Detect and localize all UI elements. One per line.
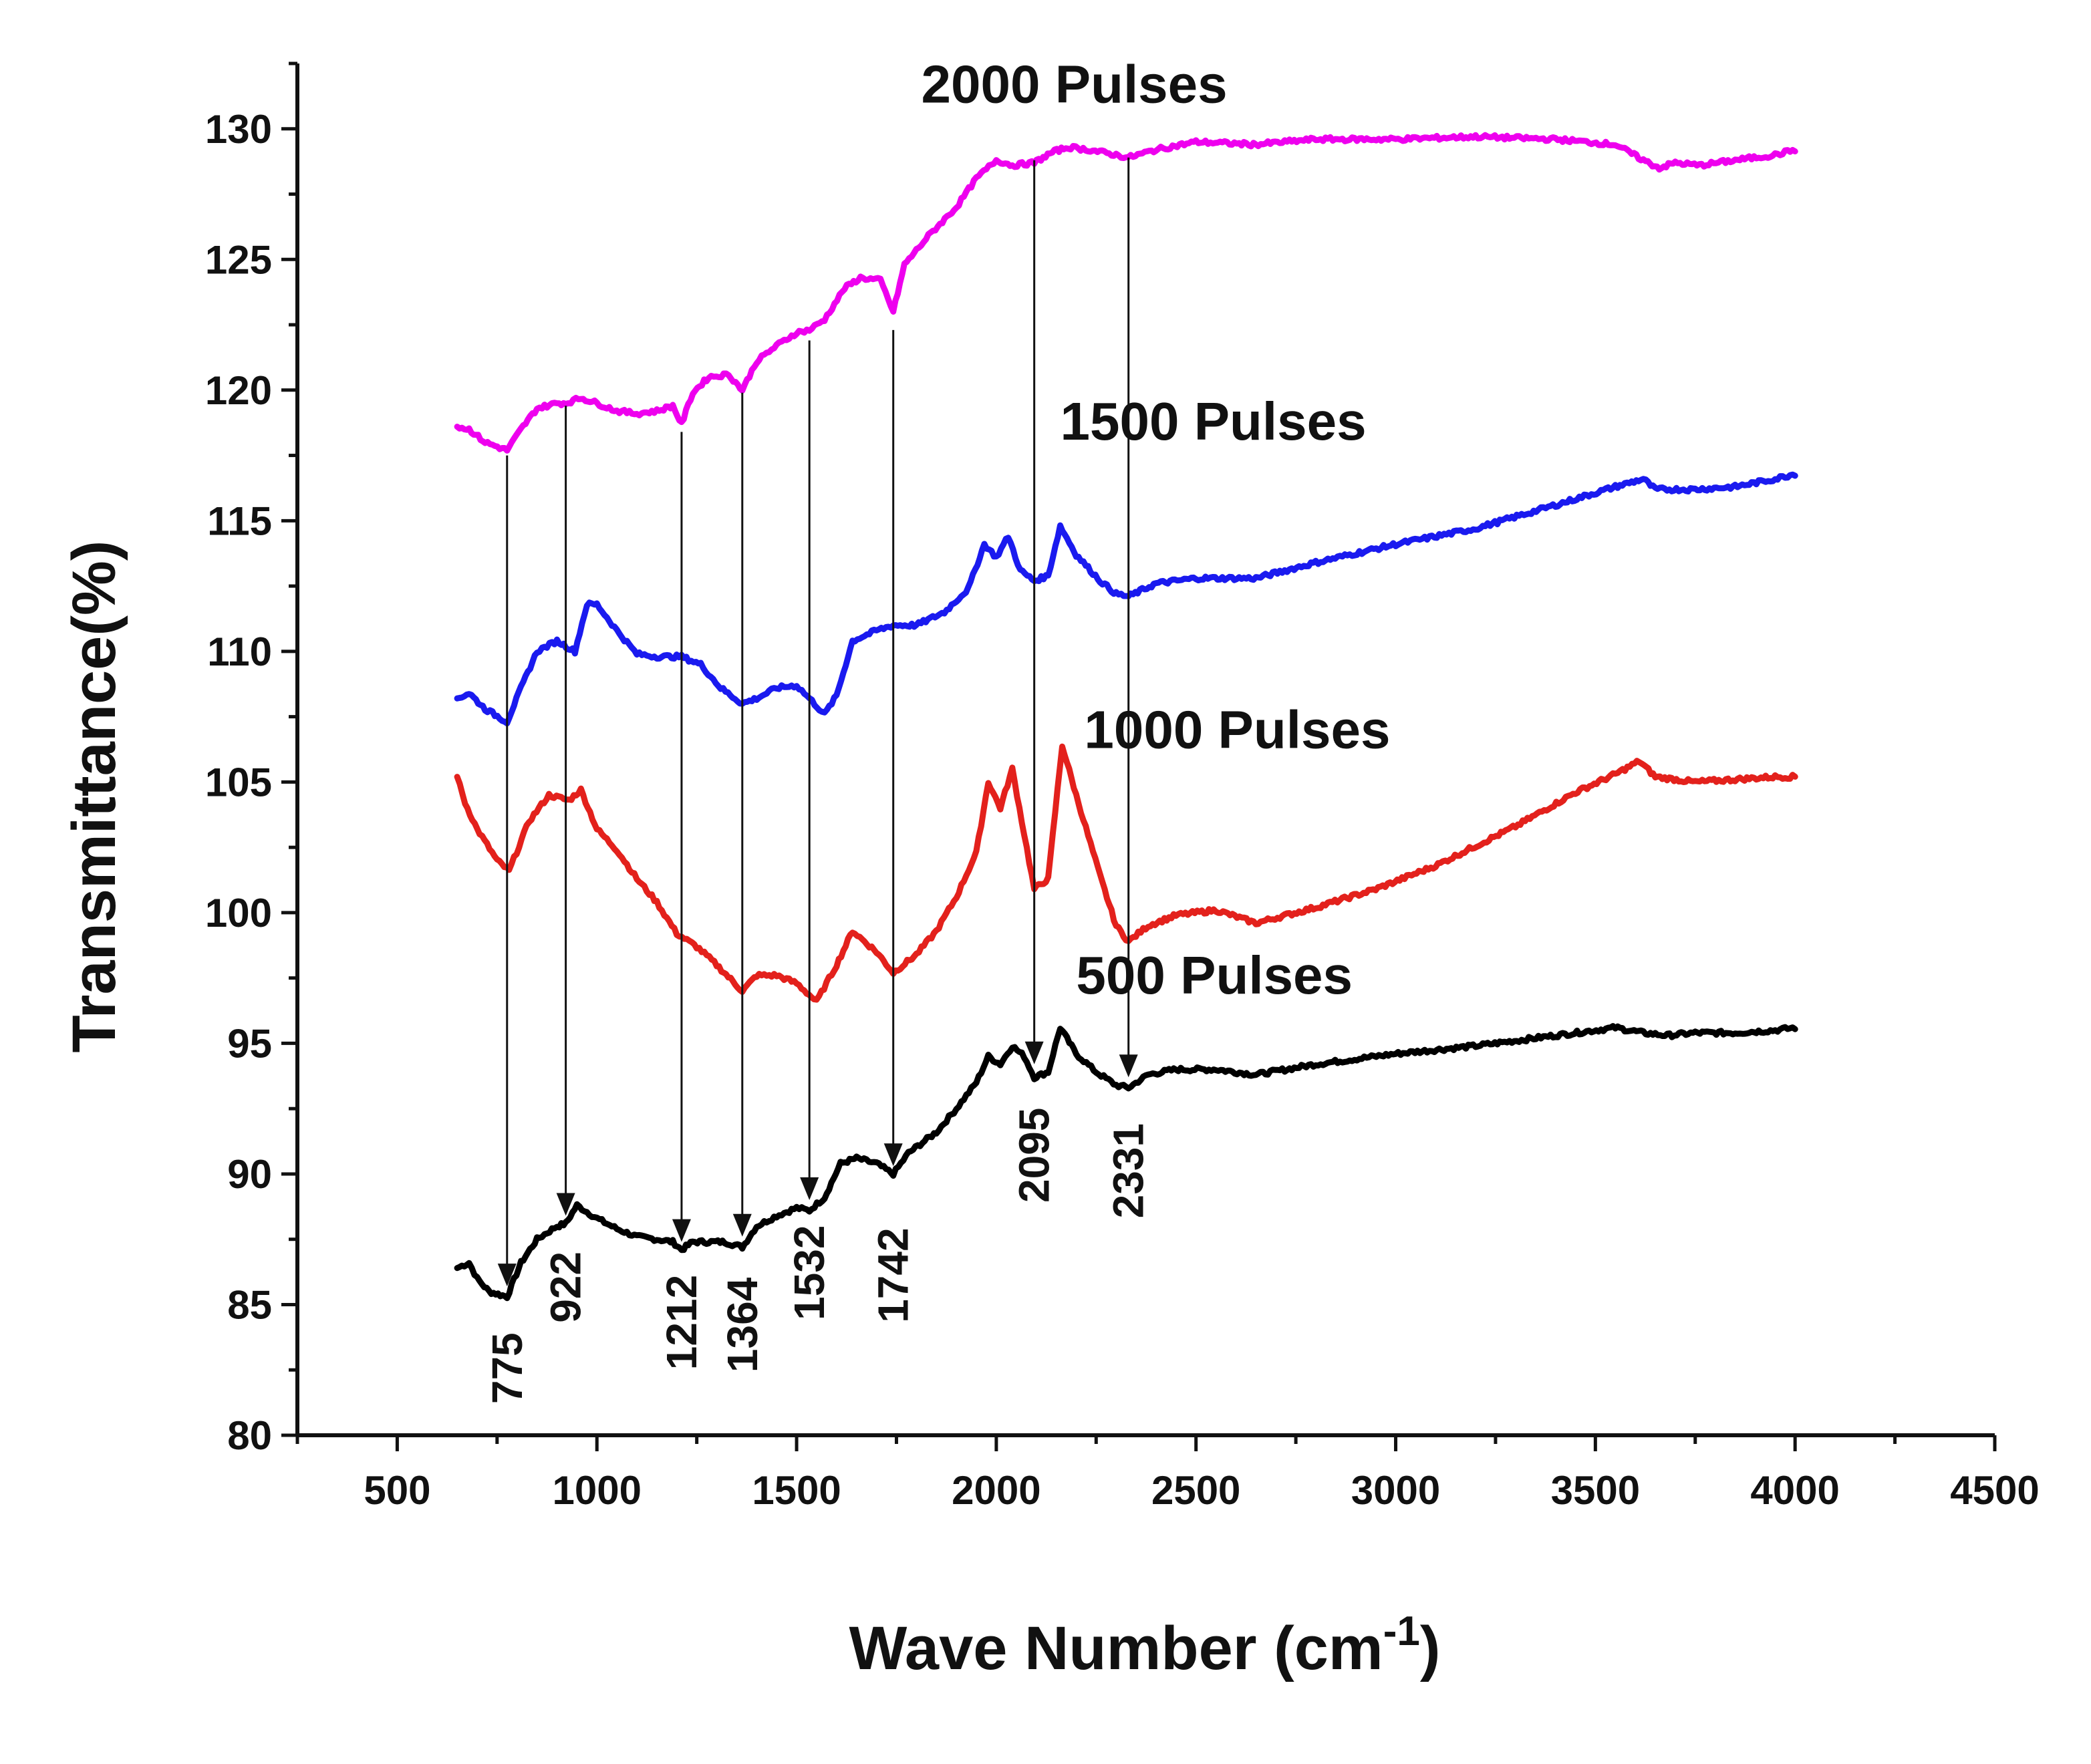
- series-line-2: [454, 471, 1798, 727]
- x-tick-label: 2500: [1151, 1468, 1240, 1513]
- x-tick-label: 4000: [1750, 1468, 1839, 1513]
- series-label: 2000 Pulses: [922, 55, 1228, 114]
- y-tick-label: 115: [207, 498, 272, 543]
- x-tick-label: 500: [364, 1468, 430, 1513]
- series-label: 1500 Pulses: [1061, 392, 1367, 451]
- series-label: 500 Pulses: [1076, 945, 1353, 1005]
- peak-label: 2331: [1105, 1123, 1153, 1218]
- y-tick-label: 85: [227, 1282, 272, 1327]
- peak-arrow-head: [1024, 1041, 1044, 1064]
- y-tick-label: 105: [205, 760, 272, 804]
- x-tick-label: 3500: [1551, 1468, 1640, 1513]
- peak-arrow-head: [732, 1213, 752, 1237]
- peak-label: 1212: [658, 1275, 706, 1370]
- peak-arrow-head: [883, 1143, 903, 1167]
- peak-arrow-head: [497, 1264, 517, 1287]
- peak-label: 1742: [869, 1227, 918, 1322]
- x-tick-label: 1500: [752, 1468, 841, 1513]
- series-label: 1000 Pulses: [1084, 700, 1390, 760]
- y-tick-label: 90: [227, 1152, 272, 1197]
- peak-arrow-head: [556, 1193, 575, 1216]
- x-tick-label: 4500: [1950, 1468, 2039, 1513]
- y-axis-title: Transmittance(%): [60, 541, 128, 1053]
- series-group: [454, 132, 1798, 1302]
- y-tick-label: 130: [205, 107, 272, 152]
- peak-arrow-head: [672, 1219, 691, 1242]
- x-tick-label: 3000: [1351, 1468, 1440, 1513]
- peak-arrow-head: [1119, 1054, 1138, 1078]
- y-tick-label: 120: [205, 368, 272, 413]
- x-tick-label: 1000: [552, 1468, 641, 1513]
- y-tick-label: 110: [207, 629, 272, 674]
- y-tick-label: 95: [227, 1021, 272, 1066]
- peak-label: 1532: [785, 1225, 833, 1320]
- peak-label: 1364: [718, 1277, 766, 1372]
- peak-label: 2095: [1010, 1108, 1059, 1203]
- axes: 80 85 90 95 100 105 110 115 120 125 130 500 1000 1500…: [205, 61, 2040, 1513]
- peak-arrow-head: [800, 1177, 819, 1201]
- y-tick-label: 80: [227, 1413, 272, 1458]
- peak-label: 922: [542, 1252, 590, 1323]
- series-line-0: [454, 1023, 1798, 1302]
- x-axis-title: Wave Number (cm-1): [849, 1608, 1440, 1682]
- peak-label: 775: [483, 1332, 531, 1404]
- series-line-3: [454, 132, 1798, 454]
- series-labels-group: 500 Pulses 1000 Pulses 1500 Pulses 2000 Pul…: [922, 55, 1391, 1005]
- x-tick-label: 2000: [952, 1468, 1040, 1513]
- y-tick-label: 125: [205, 237, 272, 282]
- y-tick-label: 100: [205, 891, 272, 935]
- series-line-1: [454, 743, 1798, 1003]
